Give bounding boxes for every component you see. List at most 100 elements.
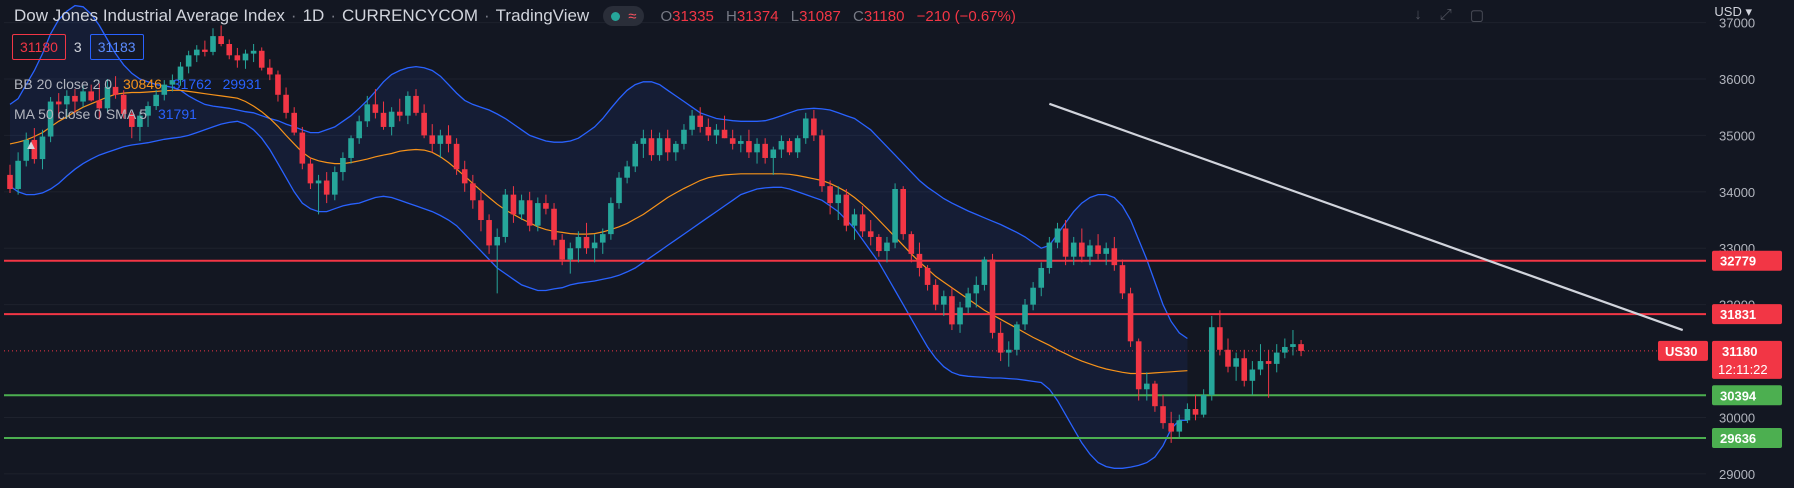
candle-body <box>39 136 46 160</box>
trade-panel: 31180 3 31183 <box>12 34 144 60</box>
candle-body <box>64 95 70 105</box>
candle-body <box>1217 327 1223 350</box>
candle-body <box>770 149 777 158</box>
candle-body <box>900 188 906 235</box>
candle-body <box>526 200 533 226</box>
candle-body <box>96 100 103 109</box>
candle-body <box>169 80 176 85</box>
candle-body <box>965 293 971 308</box>
indicator-ma-legend[interactable]: MA 50 close 0 SMA 5 31791 <box>14 106 204 122</box>
candle-body <box>104 86 111 109</box>
close-value: 31180 <box>863 7 905 25</box>
separator: · <box>330 6 336 25</box>
horizontal-levels[interactable] <box>4 259 1706 440</box>
candle-body <box>494 236 500 246</box>
candle-body <box>794 138 801 153</box>
candle-body <box>405 95 411 116</box>
candle-body <box>1184 409 1191 421</box>
candle-body <box>949 296 955 325</box>
candle-body <box>307 163 314 184</box>
candle-body <box>1273 352 1280 364</box>
candle-body <box>31 139 38 160</box>
interval-label[interactable]: 1D <box>302 6 325 25</box>
candle-body <box>291 112 297 133</box>
candle-body <box>275 74 281 95</box>
delayed-data-icon: ≈ <box>628 7 637 25</box>
indicator-bb-legend[interactable]: BB 20 close 2 0 30846 31762 29931 <box>14 76 269 92</box>
scroll-down-icon[interactable]: ↓ <box>1414 6 1422 23</box>
price-axis[interactable]: 2900030000320003300034000350003600037000… <box>1658 0 1794 488</box>
bb-basis-value: 30846 <box>122 76 162 92</box>
sell-button[interactable]: 31180 <box>12 34 66 60</box>
candle-body <box>632 143 639 167</box>
candle-body <box>202 49 208 52</box>
symbol-title[interactable]: Dow Jones Industrial Average Index <box>14 6 285 25</box>
candle-body <box>72 95 78 102</box>
grid-lines <box>4 22 1706 475</box>
candle-body <box>591 242 598 249</box>
candle-body <box>299 132 306 164</box>
candle-body <box>55 101 62 105</box>
candle-body <box>380 112 387 127</box>
candle-body <box>145 106 151 116</box>
candle-body <box>1282 346 1288 353</box>
candle-body <box>250 50 257 54</box>
candle-body <box>1054 228 1061 243</box>
candle-body <box>624 166 630 178</box>
snapshot-icon[interactable]: ▢ <box>1469 7 1484 24</box>
candle-body <box>916 253 923 268</box>
candle-body <box>242 53 249 61</box>
candle-body <box>1225 349 1231 367</box>
collapse-legend-chevron-up-icon[interactable]: ▲ <box>24 136 38 152</box>
candle-body <box>518 200 525 215</box>
last-price-tag <box>1712 340 1782 379</box>
bb-fill <box>10 5 1188 469</box>
candle-body <box>1233 358 1239 367</box>
candle-body <box>356 121 362 139</box>
candle-body <box>1192 409 1199 415</box>
price-tick-label: 37000 <box>1719 16 1755 31</box>
change-value: −210 (−0.67%) <box>916 7 1016 25</box>
candle-body <box>989 259 996 333</box>
candle-body <box>388 111 395 127</box>
candle-body <box>1127 293 1134 342</box>
quantity-value[interactable]: 3 <box>73 39 82 55</box>
candle-body <box>762 143 768 158</box>
candle-body <box>1249 369 1256 381</box>
trendline-segment <box>1048 102 1684 332</box>
candle-body <box>470 183 476 201</box>
candle-body <box>1200 394 1207 415</box>
currency-selector[interactable]: USD ▾ <box>1714 4 1752 19</box>
candle-body <box>234 55 241 61</box>
separator: · <box>290 6 297 25</box>
market-status-pill[interactable]: ≈ <box>603 6 645 26</box>
candle-body <box>713 129 720 136</box>
trendline[interactable] <box>1048 102 1684 332</box>
candle-body <box>802 118 809 139</box>
candle-body <box>1022 304 1028 325</box>
candle-body <box>705 126 712 136</box>
candle-body <box>811 118 817 136</box>
candle-body <box>575 236 582 249</box>
candle-body <box>429 135 436 144</box>
candle-body <box>851 214 858 226</box>
candle-body <box>437 135 444 144</box>
candle-body <box>421 112 427 136</box>
candle-body <box>47 101 54 137</box>
candle-body <box>210 36 216 52</box>
candle-body <box>721 129 728 139</box>
candle-body <box>1257 361 1264 370</box>
candle-body <box>827 186 833 204</box>
buy-button[interactable]: 31183 <box>89 34 144 60</box>
fullscreen-icon[interactable]: ⤢ <box>1439 6 1452 23</box>
exchange-label: CURRENCYCOM <box>341 6 478 25</box>
candle-body <box>778 141 785 150</box>
candle-body <box>599 234 606 243</box>
candle-body <box>754 143 760 153</box>
price-tick-label: 29000 <box>1719 467 1755 482</box>
candle-body <box>486 220 492 246</box>
candle-body <box>193 49 200 56</box>
candle-body <box>7 174 13 189</box>
candle-body <box>80 91 86 102</box>
